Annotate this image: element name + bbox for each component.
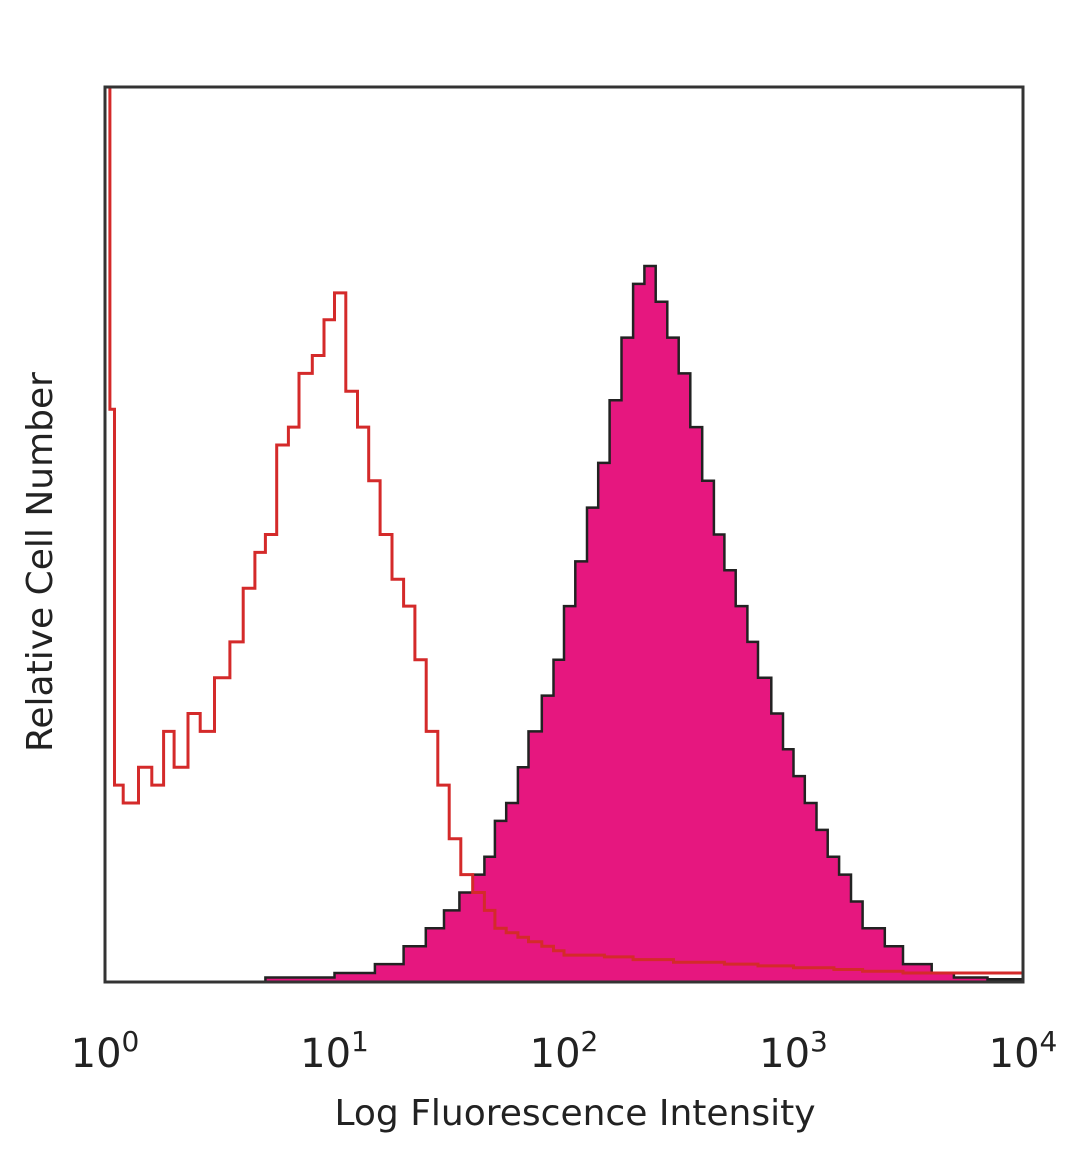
x-tick-base: 10	[71, 1031, 122, 1077]
x-tick-exponent: 4	[1040, 1025, 1058, 1058]
x-tick-label: 103	[759, 1025, 828, 1077]
plot-frame	[103, 85, 1025, 984]
x-tick-exponent: 0	[122, 1025, 140, 1058]
x-tick-label: 100	[71, 1025, 140, 1077]
x-axis-title: Log Fluorescence Intensity	[334, 1093, 815, 1134]
y-axis-title: Relative Cell Number	[20, 372, 61, 752]
x-tick-label: 101	[300, 1025, 369, 1077]
x-tick-label: 104	[989, 1025, 1058, 1077]
x-tick-layer: 100 101 102 103 104	[71, 1025, 1058, 1077]
x-tick-exponent: 3	[810, 1025, 828, 1058]
x-tick-exponent: 2	[581, 1025, 599, 1058]
x-tick-base: 10	[759, 1031, 810, 1077]
x-tick-base: 10	[300, 1031, 351, 1077]
x-tick-base: 10	[989, 1031, 1040, 1077]
x-tick-label: 102	[530, 1025, 599, 1077]
x-tick-exponent: 1	[351, 1025, 369, 1058]
histogram-outline	[105, 85, 1023, 975]
series-layer	[105, 85, 1025, 984]
x-tick-base: 10	[530, 1031, 581, 1077]
